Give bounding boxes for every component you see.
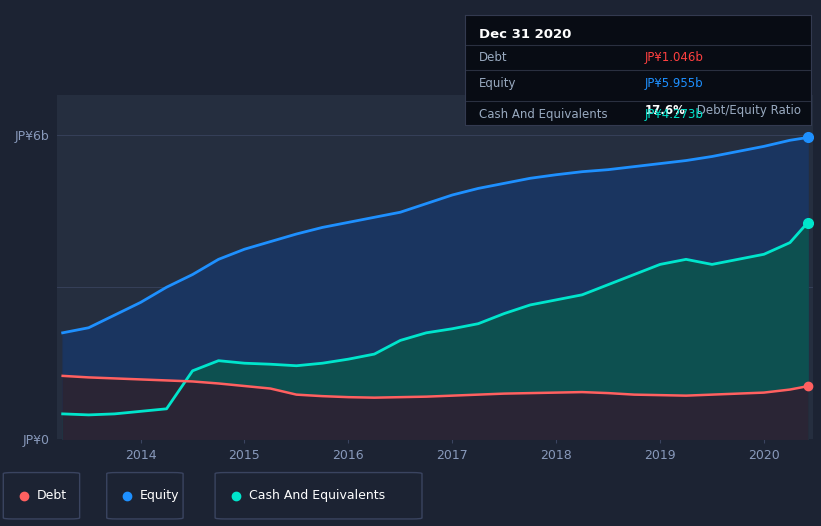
Text: JP¥4.273b: JP¥4.273b (644, 108, 704, 120)
Text: JP¥1.046b: JP¥1.046b (644, 50, 704, 64)
FancyBboxPatch shape (3, 472, 80, 519)
Text: Debt/Equity Ratio: Debt/Equity Ratio (694, 104, 801, 117)
Text: 17.6%: 17.6% (644, 104, 686, 117)
Text: Cash And Equivalents: Cash And Equivalents (249, 489, 385, 502)
Text: Debt: Debt (37, 489, 67, 502)
FancyBboxPatch shape (107, 472, 183, 519)
FancyBboxPatch shape (215, 472, 422, 519)
Text: JP¥5.955b: JP¥5.955b (644, 77, 704, 90)
Text: Dec 31 2020: Dec 31 2020 (479, 28, 571, 41)
Text: Cash And Equivalents: Cash And Equivalents (479, 108, 608, 120)
Text: Equity: Equity (140, 489, 180, 502)
Text: Debt: Debt (479, 50, 507, 64)
Text: Equity: Equity (479, 77, 516, 90)
